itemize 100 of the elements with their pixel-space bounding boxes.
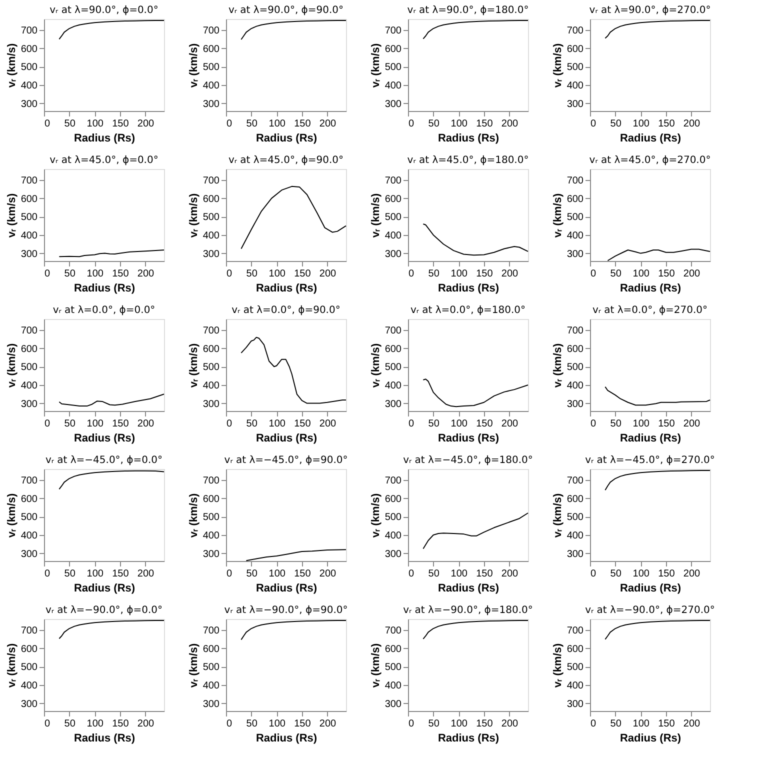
x-tick-label: 150 <box>476 268 494 280</box>
x-tick-label: 100 <box>632 568 650 580</box>
line-series <box>604 20 710 39</box>
y-tick-label: 700 <box>20 325 38 336</box>
chart-title: vᵣ at λ=−90.0°, ϕ=0.0° <box>45 605 163 616</box>
y-tick-label: 700 <box>20 25 38 36</box>
x-tick-label: 100 <box>632 268 650 280</box>
y-tick-label: 400 <box>20 230 38 242</box>
y-tick-label: 700 <box>202 625 220 636</box>
x-axis-title: Radius (Rs) <box>438 582 500 594</box>
y-tick-label: 400 <box>20 380 38 392</box>
chart-title: vᵣ at λ=90.0°, ϕ=0.0° <box>50 5 158 16</box>
y-tick-label: 600 <box>20 344 38 355</box>
x-tick-label: 150 <box>476 568 494 580</box>
chart-title: vᵣ at λ=45.0°, ϕ=180.0° <box>407 155 529 166</box>
y-tick-label: 600 <box>566 344 584 355</box>
x-tick-label: 200 <box>501 718 519 730</box>
x-axis-title: Radius (Rs) <box>256 282 318 294</box>
x-tick-label: 200 <box>319 118 337 130</box>
x-axis-title: Radius (Rs) <box>256 132 318 144</box>
chart-title: vᵣ at λ=45.0°, ϕ=90.0° <box>228 155 344 166</box>
line-series <box>58 250 164 258</box>
y-axis-title: vᵣ (km/s) <box>6 642 18 688</box>
y-tick-label: 700 <box>384 25 402 36</box>
x-tick-label: 100 <box>632 718 650 730</box>
y-tick-label: 700 <box>384 175 402 186</box>
x-tick-label: 100 <box>450 718 468 730</box>
x-tick-label: 200 <box>319 268 337 280</box>
chart-title: vᵣ at λ=−90.0°, ϕ=90.0° <box>224 605 348 616</box>
x-tick-label: 150 <box>112 568 130 580</box>
y-tick-label: 700 <box>566 25 584 36</box>
x-tick-label: 50 <box>428 418 440 430</box>
x-tick-label: 150 <box>112 268 130 280</box>
y-tick-label: 500 <box>202 212 220 224</box>
x-tick-label: 50 <box>64 718 76 730</box>
chart-title: vᵣ at λ=0.0°, ϕ=90.0° <box>232 305 340 316</box>
y-tick-label: 600 <box>384 644 402 655</box>
x-axis-title: Radius (Rs) <box>620 732 682 744</box>
x-tick-label: 0 <box>226 718 232 730</box>
y-tick-label: 400 <box>20 80 38 92</box>
y-axis-title: vᵣ (km/s) <box>6 492 18 538</box>
y-axis-title: vᵣ (km/s) <box>6 192 18 238</box>
y-tick-label: 700 <box>566 475 584 486</box>
y-tick-label: 700 <box>384 325 402 336</box>
line-series <box>58 20 164 40</box>
chart-title: vᵣ at λ=0.0°, ϕ=270.0° <box>592 305 708 316</box>
y-tick-label: 600 <box>20 644 38 655</box>
line-series <box>607 248 710 262</box>
y-tick-label: 600 <box>202 194 220 205</box>
y-tick-label: 500 <box>566 362 584 374</box>
chart-title: vᵣ at λ=45.0°, ϕ=270.0° <box>589 155 711 166</box>
y-tick-label: 300 <box>202 548 220 560</box>
x-tick-label: 100 <box>86 118 104 130</box>
line-series <box>240 620 346 640</box>
x-tick-label: 200 <box>683 568 701 580</box>
x-tick-label: 100 <box>632 418 650 430</box>
chart-title: vᵣ at λ=45.0°, ϕ=0.0° <box>50 155 158 166</box>
x-tick-label: 50 <box>428 568 440 580</box>
y-tick-label: 600 <box>20 194 38 205</box>
x-tick-label: 50 <box>246 568 258 580</box>
x-axis-title: Radius (Rs) <box>74 132 136 144</box>
y-tick-label: 600 <box>566 194 584 205</box>
y-tick-label: 500 <box>566 662 584 674</box>
x-tick-label: 0 <box>226 568 232 580</box>
y-tick-label: 500 <box>202 512 220 524</box>
y-tick-label: 500 <box>566 212 584 224</box>
y-tick-label: 700 <box>20 625 38 636</box>
x-tick-label: 150 <box>294 118 312 130</box>
x-tick-label: 50 <box>64 418 76 430</box>
y-tick-label: 400 <box>20 680 38 692</box>
x-axis-title: Radius (Rs) <box>620 132 682 144</box>
x-tick-label: 150 <box>294 268 312 280</box>
x-tick-label: 100 <box>268 118 286 130</box>
y-tick-label: 400 <box>566 80 584 92</box>
x-axis-title: Radius (Rs) <box>620 432 682 444</box>
x-tick-label: 150 <box>476 718 494 730</box>
y-tick-label: 600 <box>566 494 584 505</box>
x-tick-label: 150 <box>476 418 494 430</box>
line-series <box>604 470 710 491</box>
y-tick-label: 400 <box>202 80 220 92</box>
y-tick-label: 500 <box>384 362 402 374</box>
line-series <box>240 336 346 404</box>
y-tick-label: 500 <box>384 212 402 224</box>
y-tick-label: 500 <box>566 512 584 524</box>
y-tick-label: 300 <box>384 398 402 410</box>
y-axis-title: vᵣ (km/s) <box>188 342 200 388</box>
line-series <box>246 549 346 562</box>
x-tick-label: 50 <box>610 268 622 280</box>
y-tick-label: 400 <box>202 380 220 392</box>
x-tick-label: 200 <box>683 268 701 280</box>
y-tick-label: 400 <box>384 380 402 392</box>
y-axis-title: vᵣ (km/s) <box>370 42 382 88</box>
x-axis-title: Radius (Rs) <box>256 582 318 594</box>
y-tick-label: 600 <box>384 194 402 205</box>
y-axis-title: vᵣ (km/s) <box>188 642 200 688</box>
x-tick-label: 150 <box>294 568 312 580</box>
chart-title: vᵣ at λ=0.0°, ϕ=180.0° <box>410 305 526 316</box>
y-tick-label: 300 <box>566 698 584 710</box>
y-tick-label: 500 <box>202 62 220 74</box>
chart-title: vᵣ at λ=90.0°, ϕ=270.0° <box>589 5 711 16</box>
